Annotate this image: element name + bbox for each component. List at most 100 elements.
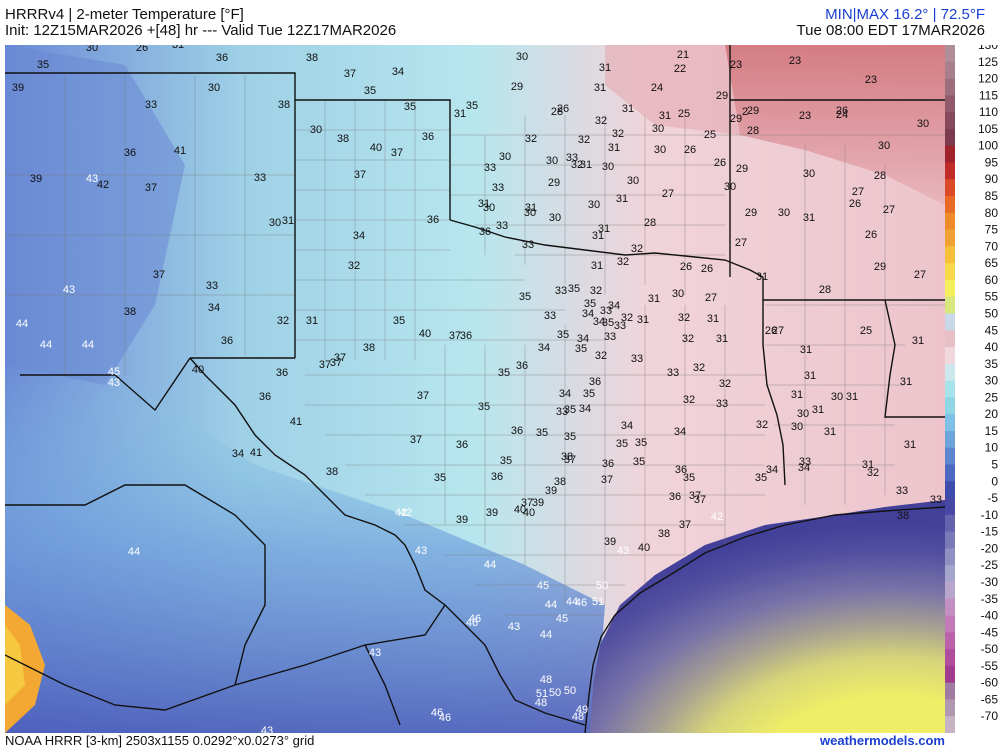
temp-value-label: 31 bbox=[592, 230, 604, 242]
temp-value-label: 33 bbox=[556, 406, 568, 418]
colorbar-swatch bbox=[945, 95, 955, 113]
temp-value-label: 35 bbox=[434, 472, 446, 484]
temp-value-label: 40 bbox=[419, 328, 431, 340]
temp-value-label: 32 bbox=[595, 115, 607, 127]
temperature-colorbar: 1301251201151101051009590858075706560555… bbox=[945, 45, 998, 733]
temp-value-label: 45 bbox=[537, 580, 549, 592]
temp-value-label: 39 bbox=[545, 485, 557, 497]
temp-value-label: 44 bbox=[128, 546, 140, 558]
temp-value-label: 45 bbox=[108, 366, 120, 378]
temp-value-label: 33 bbox=[631, 353, 643, 365]
temp-value-label: 30 bbox=[499, 151, 511, 163]
temp-value-label: 36 bbox=[511, 425, 523, 437]
temp-value-label: 35 bbox=[564, 404, 576, 416]
temp-value-label: 26 bbox=[849, 198, 861, 210]
warm-zone-southwest bbox=[5, 605, 45, 733]
colorbar-swatch bbox=[945, 548, 955, 566]
colorbar-tick-label: 100 bbox=[978, 139, 998, 153]
temp-value-label: 35 bbox=[393, 315, 405, 327]
temp-value-label: 31 bbox=[846, 391, 858, 403]
temp-value-label: 38 bbox=[326, 466, 338, 478]
site-credit[interactable]: weathermodels.com bbox=[820, 733, 945, 748]
temp-value-label: 33 bbox=[896, 485, 908, 497]
temp-value-label: 37 bbox=[449, 330, 461, 342]
colorbar-tick-label: 30 bbox=[985, 374, 999, 388]
temp-value-label: 32 bbox=[525, 133, 537, 145]
colorbar-tick-label: -45 bbox=[981, 625, 999, 639]
temp-value-label: 29 bbox=[730, 113, 742, 125]
temp-value-label: 32 bbox=[678, 312, 690, 324]
temp-value-label: 51 bbox=[592, 596, 604, 608]
temp-value-label: 35 bbox=[755, 472, 767, 484]
temp-value-label: 39 bbox=[604, 536, 616, 548]
temp-value-label: 37 bbox=[391, 147, 403, 159]
temp-value-label: 37 bbox=[410, 434, 422, 446]
valid-local-time: Tue 08:00 EDT 17MAR2026 bbox=[796, 22, 985, 39]
temp-value-label: 32 bbox=[612, 128, 624, 140]
temp-value-label: 32 bbox=[571, 159, 583, 171]
temp-value-label: 27 bbox=[662, 188, 674, 200]
temp-value-label: 42 bbox=[400, 507, 412, 519]
colorbar-swatch bbox=[945, 481, 955, 499]
temp-value-label: 33 bbox=[254, 172, 266, 184]
temp-value-label: 39 bbox=[30, 173, 42, 185]
temp-value-label: 23 bbox=[789, 55, 801, 67]
temp-value-label: 31 bbox=[525, 202, 537, 214]
temp-value-label: 44 bbox=[545, 599, 557, 611]
temp-value-label: 31 bbox=[637, 314, 649, 326]
temp-value-label: 25 bbox=[704, 129, 716, 141]
temp-value-label: 32 bbox=[590, 285, 602, 297]
colorbar-swatch bbox=[945, 414, 955, 432]
colorbar-swatch bbox=[945, 565, 955, 583]
colorbar-swatch bbox=[945, 112, 955, 130]
temp-value-label: 43 bbox=[617, 545, 629, 557]
temp-value-label: 35 bbox=[575, 343, 587, 355]
temp-value-label: 37 bbox=[145, 182, 157, 194]
temp-value-label: 36 bbox=[602, 458, 614, 470]
colorbar-swatch bbox=[945, 263, 955, 281]
colorbar-swatch bbox=[945, 61, 955, 80]
temp-value-label: 33 bbox=[555, 285, 567, 297]
temp-value-label: 34 bbox=[674, 426, 686, 438]
temp-value-label: 30 bbox=[878, 140, 890, 152]
temp-value-label: 29 bbox=[511, 81, 523, 93]
temp-value-label: 35 bbox=[498, 367, 510, 379]
colorbar-tick-label: 55 bbox=[985, 290, 999, 304]
temp-value-label: 31 bbox=[172, 45, 184, 51]
temp-value-label: 41 bbox=[250, 447, 262, 459]
temp-value-label: 31 bbox=[608, 142, 620, 154]
temp-value-label: 33 bbox=[145, 99, 157, 111]
temp-value-label: 40 bbox=[638, 542, 650, 554]
temp-value-label: 40 bbox=[370, 142, 382, 154]
temp-value-label: 27 bbox=[852, 186, 864, 198]
temp-value-label: 38 bbox=[337, 133, 349, 145]
temp-value-label: 31 bbox=[716, 333, 728, 345]
temp-value-label: 30 bbox=[724, 181, 736, 193]
temp-value-label: 43 bbox=[63, 284, 75, 296]
colorbar-tick-label: 25 bbox=[985, 390, 999, 404]
colorbar-tick-label: -70 bbox=[981, 709, 999, 723]
temp-value-label: 31 bbox=[900, 376, 912, 388]
temp-value-label: 30 bbox=[917, 118, 929, 130]
temp-value-label: 44 bbox=[82, 339, 94, 351]
temp-value-label: 24 bbox=[651, 82, 663, 94]
gulf-coastline bbox=[584, 506, 945, 733]
temp-value-label: 33 bbox=[614, 320, 626, 332]
colorbar-tick-label: 35 bbox=[985, 357, 999, 371]
temp-value-label: 36 bbox=[216, 52, 228, 64]
colorbar-swatches bbox=[945, 45, 955, 733]
temp-value-label: 30 bbox=[803, 168, 815, 180]
temp-value-label: 43 bbox=[508, 621, 520, 633]
temp-value-label: 31 bbox=[803, 212, 815, 224]
colorbar-labels: 1301251201151101051009590858075706560555… bbox=[978, 45, 998, 723]
temp-value-label: 38 bbox=[658, 528, 670, 540]
temp-value-label: 31 bbox=[598, 223, 610, 235]
colorbar-tick-label: 80 bbox=[985, 206, 999, 220]
temp-value-label: 31 bbox=[800, 344, 812, 356]
colorbar-swatch bbox=[945, 363, 955, 382]
temp-value-label: 35 bbox=[584, 298, 596, 310]
temp-value-label: 35 bbox=[583, 388, 595, 400]
temp-value-label: 30 bbox=[791, 421, 803, 433]
colorbar-swatch bbox=[945, 531, 955, 549]
